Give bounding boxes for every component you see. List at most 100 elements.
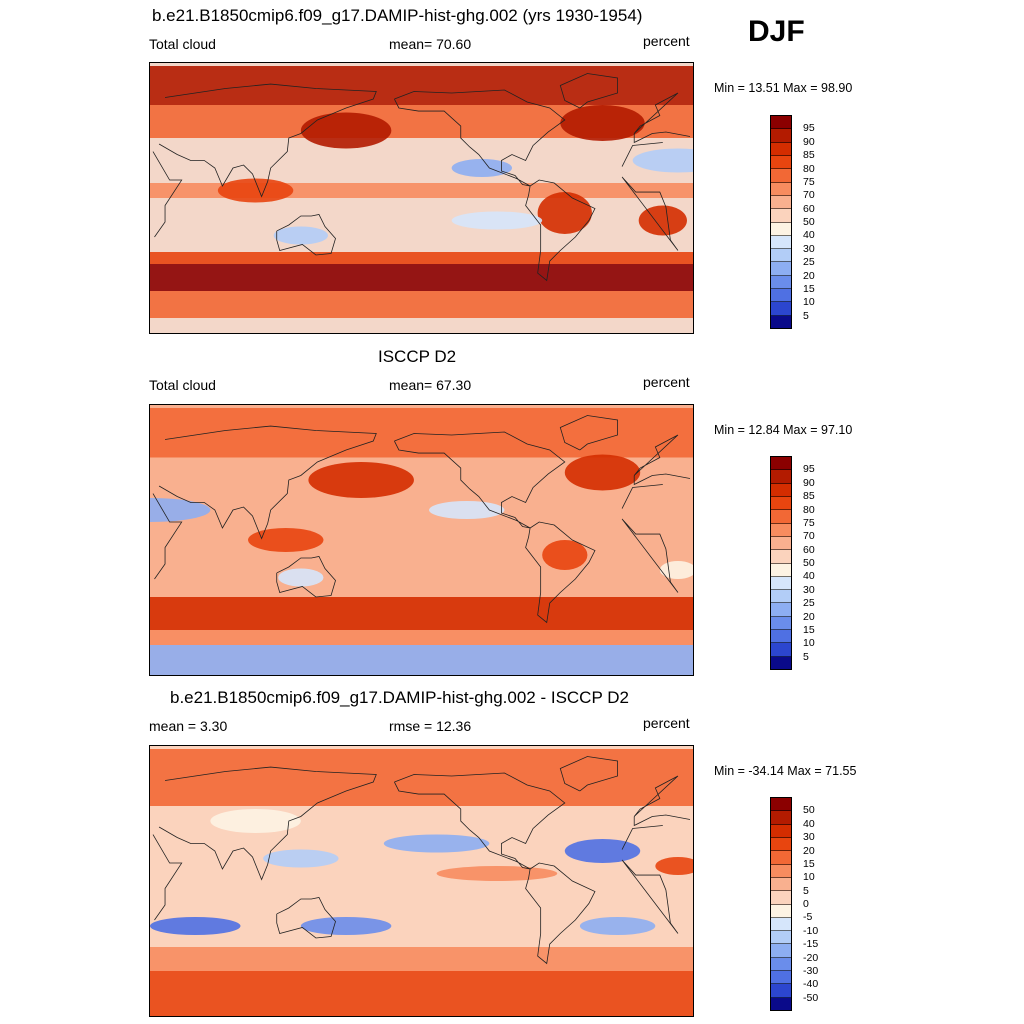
map-field-blob bbox=[655, 857, 693, 875]
panel-1-units-label: percent bbox=[643, 33, 690, 49]
coastline bbox=[621, 176, 679, 251]
colorbar-swatch bbox=[771, 971, 791, 985]
colorbar-swatch bbox=[771, 944, 791, 958]
colorbar-swatch bbox=[771, 616, 791, 631]
colorbar-tick-label: 25 bbox=[803, 597, 815, 610]
panel-2-variable-label: Total cloud bbox=[149, 377, 216, 393]
colorbar-swatch bbox=[771, 249, 791, 263]
colorbar-swatch bbox=[771, 563, 791, 577]
colorbar-tick-label: 95 bbox=[803, 122, 815, 135]
coastline bbox=[621, 825, 663, 850]
map-field-blob bbox=[263, 849, 339, 868]
colorbar-swatch bbox=[771, 470, 791, 484]
colorbar-tick-label: -15 bbox=[803, 938, 819, 951]
map-latitude-band bbox=[150, 645, 693, 675]
colorbar-tick-label: 70 bbox=[803, 530, 815, 543]
colorbar-tick-label: 50 bbox=[803, 557, 815, 569]
coastline bbox=[276, 214, 336, 256]
season-label: DJF bbox=[748, 15, 805, 48]
colorbar-swatch bbox=[771, 195, 791, 210]
colorbar-swatch bbox=[771, 864, 791, 878]
panel-1-colorbar bbox=[770, 115, 792, 329]
colorbar-tick-label: 25 bbox=[803, 256, 815, 269]
colorbar-tick-label: 70 bbox=[803, 189, 815, 202]
map-field-blob bbox=[429, 501, 505, 519]
colorbar-tick-label: 90 bbox=[803, 135, 815, 148]
panel-1-variable-label: Total cloud bbox=[149, 36, 216, 52]
coastline bbox=[152, 493, 183, 580]
colorbar-swatch bbox=[771, 824, 791, 838]
colorbar-tick-label: 10 bbox=[803, 296, 815, 309]
coastline bbox=[633, 814, 691, 827]
colorbar-tick-label: 30 bbox=[803, 242, 815, 255]
colorbar-swatch bbox=[771, 576, 791, 591]
colorbar-swatch bbox=[771, 536, 791, 551]
map-field-blob bbox=[300, 917, 392, 935]
coastline bbox=[621, 484, 663, 509]
colorbar-swatch bbox=[771, 289, 791, 303]
coastline bbox=[633, 775, 679, 817]
colorbar-tick-label: 15 bbox=[803, 623, 815, 636]
colorbar-swatch bbox=[771, 957, 791, 972]
panel-2-mean-label: mean= 67.30 bbox=[389, 377, 472, 393]
map-field-blob bbox=[564, 454, 641, 491]
map-field-blob bbox=[560, 105, 645, 141]
coastline bbox=[621, 859, 679, 934]
coastline bbox=[394, 89, 566, 187]
map-field-blob bbox=[273, 226, 328, 245]
colorbar-tick-label: 80 bbox=[803, 503, 815, 516]
map-field-blob bbox=[150, 498, 211, 522]
colorbar-swatch bbox=[771, 142, 791, 156]
coastline bbox=[559, 415, 618, 451]
panel-2-colorbar bbox=[770, 456, 792, 670]
colorbar-tick-label: -10 bbox=[803, 924, 819, 937]
map-field-blob bbox=[278, 568, 324, 587]
panel-3-colorbar bbox=[770, 797, 792, 1011]
colorbar-tick-label: 10 bbox=[803, 637, 815, 650]
colorbar-swatch bbox=[771, 116, 791, 130]
colorbar-tick-label: -20 bbox=[803, 951, 819, 964]
map-field-blob bbox=[638, 205, 687, 236]
coastline bbox=[633, 434, 679, 476]
colorbar-tick-label: 60 bbox=[803, 543, 815, 556]
panel-3-map bbox=[149, 745, 694, 1017]
colorbar-tick-label: 80 bbox=[803, 162, 815, 175]
colorbar-tick-label: -50 bbox=[803, 991, 819, 1004]
coastline bbox=[394, 431, 566, 529]
coastline bbox=[525, 521, 596, 624]
colorbar-tick-label: 95 bbox=[803, 463, 815, 476]
colorbar-tick-label: 5 bbox=[803, 650, 809, 663]
map-latitude-band bbox=[150, 66, 693, 105]
colorbar-swatch bbox=[771, 523, 791, 537]
coastline bbox=[152, 834, 183, 921]
coastline bbox=[621, 142, 663, 167]
coastline bbox=[633, 131, 691, 144]
panel-2-colorbar-ticks: 95 90 85 80 75 70 60 50 40 30 25 20 15 10 5 bbox=[803, 456, 853, 670]
coastline bbox=[276, 897, 336, 939]
colorbar-tick-label: 20 bbox=[803, 269, 815, 282]
map-field-blob bbox=[579, 917, 656, 935]
colorbar-tick-label: 15 bbox=[803, 282, 815, 295]
map-field-blob bbox=[451, 159, 512, 177]
colorbar-swatch bbox=[771, 129, 791, 143]
colorbar-tick-label: 75 bbox=[803, 516, 815, 529]
colorbar-tick-label: 30 bbox=[803, 831, 815, 844]
colorbar-swatch bbox=[771, 837, 791, 852]
colorbar-swatch bbox=[771, 643, 791, 657]
colorbar-swatch bbox=[771, 811, 791, 825]
colorbar-tick-label: 40 bbox=[803, 817, 815, 830]
coastline bbox=[559, 756, 618, 792]
panel-1-title: b.e21.B1850cmip6.f09_g17.DAMIP-hist-ghg.… bbox=[152, 6, 643, 25]
colorbar-swatch bbox=[771, 169, 791, 183]
coastline bbox=[525, 179, 596, 282]
panel-2-units-label: percent bbox=[643, 374, 690, 390]
panel-3-title: b.e21.B1850cmip6.f09_g17.DAMIP-hist-ghg.… bbox=[170, 688, 629, 707]
coastline bbox=[158, 83, 377, 198]
colorbar-tick-label: 75 bbox=[803, 175, 815, 188]
map-latitude-band bbox=[150, 291, 693, 318]
panel-2-map bbox=[149, 404, 694, 676]
panel-3-units-label: percent bbox=[643, 715, 690, 731]
coastline bbox=[525, 862, 596, 965]
colorbar-swatch bbox=[771, 235, 791, 250]
colorbar-tick-label: 85 bbox=[803, 149, 815, 162]
